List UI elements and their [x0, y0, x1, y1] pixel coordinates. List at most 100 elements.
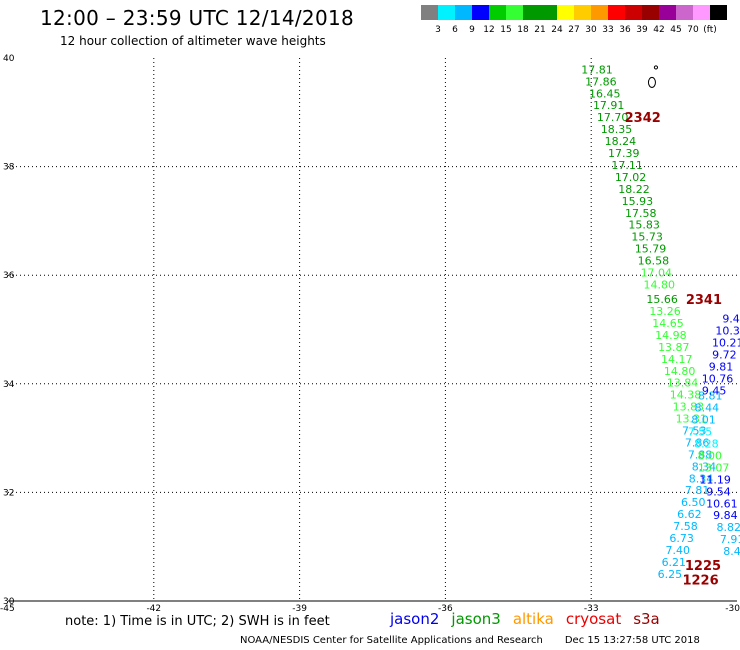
satellite-altika: altika [512, 610, 554, 628]
legend-swatch [710, 5, 727, 20]
legend-swatch [642, 5, 659, 20]
wave-height-label: 14.38 [670, 389, 702, 402]
wave-height-label: 10.61 [706, 497, 738, 510]
x-tick-label: -36 [438, 604, 453, 614]
wave-height-label: 9.81 [709, 360, 734, 373]
wave-height-label: 7.81 [685, 484, 710, 497]
y-tick-label: 38 [3, 163, 15, 173]
legend-swatch [523, 5, 540, 20]
chart-title: 12:00 – 23:59 UTC 12/14/2018 [40, 6, 355, 30]
wave-height-label: 9.72 [712, 348, 737, 361]
legend-label: 18 [517, 25, 529, 35]
legend-label: 36 [619, 25, 631, 35]
chart-subtitle: 12 hour collection of altimeter wave hei… [60, 34, 326, 48]
wave-height-label: 7.53 [682, 424, 707, 437]
pass-time-label: 2342 [625, 111, 661, 126]
y-tick-label: 40 [3, 54, 15, 64]
wave-height-label: 15.73 [631, 231, 663, 244]
generated-timestamp: Dec 15 13:27:58 UTC 2018 [564, 635, 700, 646]
wave-height-label: 14.98 [655, 329, 687, 342]
wave-height-label: 13.26 [649, 305, 681, 318]
wave-height-label: 13.07 [698, 461, 730, 474]
legend-swatch [608, 5, 625, 20]
legend-swatch [591, 5, 608, 20]
wave-height-label: 14.80 [664, 365, 696, 378]
footnote: note: 1) Time is in UTC; 2) SWH is in fe… [65, 614, 330, 629]
legend-swatch [438, 5, 455, 20]
credit-text: NOAA/NESDIS Center for Satellite Applica… [240, 635, 543, 646]
legend-swatch [557, 5, 574, 20]
wave-height-label: 7.86 [685, 436, 710, 449]
pass-time-label: 2341 [686, 293, 722, 308]
wave-height-label: 17.91 [593, 99, 625, 112]
wave-height-label: 10.31 [715, 325, 740, 338]
y-tick-label: 30 [3, 597, 15, 607]
wave-height-label: 17.81 [581, 63, 613, 76]
wave-height-label: 15.79 [635, 243, 667, 256]
wave-height-label: 18.24 [605, 135, 637, 148]
credit-line: NOAA/NESDIS Center for Satellite Applica… [240, 635, 700, 646]
legend-label: 45 [670, 25, 682, 35]
x-tick-label: -42 [146, 604, 161, 614]
wave-height-label: 14.17 [661, 353, 693, 366]
legend-swatch [659, 5, 676, 20]
y-tick-label: 32 [3, 488, 14, 498]
wave-height-label: 15.66 [646, 293, 678, 306]
legend-label: 6 [452, 25, 458, 35]
islet-outline [653, 65, 659, 70]
wave-height-label: 8.81 [698, 390, 723, 403]
wave-height-label: 15.83 [628, 219, 660, 232]
pass-time-label: 1226 [682, 573, 718, 588]
wave-height-label: 14.80 [643, 278, 675, 291]
legend-label: 24 [551, 25, 563, 35]
legend-label: 12 [483, 25, 495, 35]
wave-height-label: 8.34 [689, 472, 714, 485]
legend-label: (ft) [703, 25, 717, 35]
wave-height-label: 9.45 [702, 384, 727, 397]
wave-height-label: 17.11 [611, 159, 643, 172]
wave-height-label: 8.28 [694, 438, 719, 451]
wave-height-label: 10.76 [702, 372, 734, 385]
wave-height-label: 17.58 [625, 207, 657, 220]
wave-height-label: 6.50 [681, 496, 706, 509]
wave-height-label: 9.46 [722, 313, 740, 326]
legend-swatch [574, 5, 591, 20]
wave-height-label: 6.62 [677, 508, 702, 521]
wave-height-label: 13.83 [673, 401, 705, 414]
wave-height-label: 8.44 [695, 402, 720, 415]
legend-swatch [625, 5, 642, 20]
wave-height-label: 6.25 [658, 568, 683, 581]
wave-height-label: 14.65 [652, 317, 684, 330]
satellite-jason3: jason3 [451, 610, 501, 628]
pass-time-label: 1225 [685, 559, 721, 574]
wave-height-label: 16.58 [638, 255, 670, 268]
wave-height-label: 17.04 [641, 266, 673, 279]
satellite-jason2: jason2 [390, 610, 440, 628]
wave-height-label: 8.01 [691, 414, 716, 427]
x-tick-label: -39 [292, 604, 307, 614]
legend-swatch [693, 5, 710, 20]
wave-height-label: 13.31 [676, 413, 708, 426]
legend-label: 21 [534, 25, 546, 35]
wave-height-label: 13.87 [658, 341, 690, 354]
wave-height-label: 17.70 [597, 111, 629, 124]
wave-height-label: 18.35 [601, 123, 633, 136]
wave-height-label: 10.21 [712, 337, 740, 350]
wave-height-label: 8.82 [716, 521, 740, 534]
legend-swatch [472, 5, 489, 20]
legend-label: 9 [469, 25, 475, 35]
legend-swatch [506, 5, 523, 20]
legend-swatch [421, 5, 438, 20]
satellite-legend: jason2 jason3 altika cryosat s3a [390, 610, 672, 628]
wave-height-label: 7.88 [688, 448, 713, 461]
satellite-cryosat: cryosat [565, 610, 622, 628]
wave-height-label: 8.00 [698, 449, 723, 462]
wave-height-label: 17.02 [615, 171, 647, 184]
y-tick-label: 36 [3, 271, 15, 281]
legend-swatch [676, 5, 693, 20]
wave-height-label: 7.55 [688, 426, 713, 439]
x-tick-label: -45 [0, 604, 15, 614]
wave-height-label: 9.54 [706, 485, 731, 498]
legend-label: 39 [636, 25, 648, 35]
